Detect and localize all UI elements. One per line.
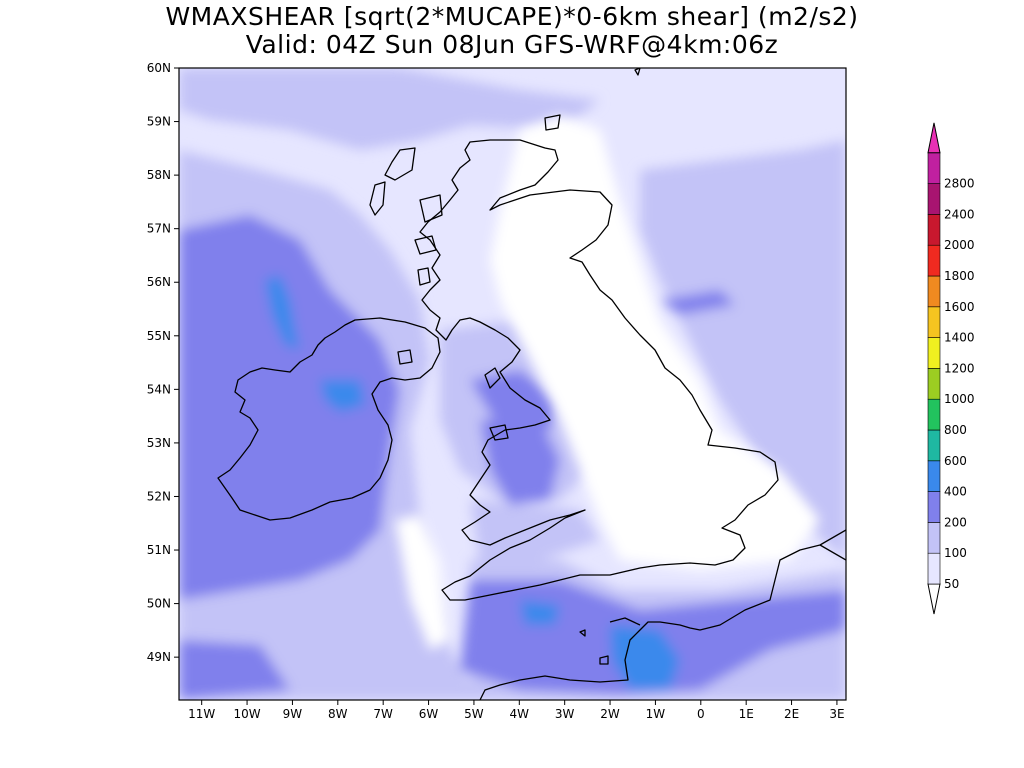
map-title: WMAXSHEAR [sqrt(2*MUCAPE)*0-6km shear] (… xyxy=(165,2,859,31)
coast-belgium xyxy=(819,544,846,561)
coast-mull xyxy=(414,235,437,255)
field-400-ireland-n xyxy=(265,275,300,350)
colorbar-label: 2400 xyxy=(944,207,975,221)
colorbar-label: 400 xyxy=(944,485,967,499)
colorbar-swatch xyxy=(927,337,941,369)
lat-tick-label: 55N xyxy=(147,329,171,343)
coast-cotentin xyxy=(609,617,641,626)
colorbar-swatch xyxy=(927,183,941,215)
colorbar-swatch xyxy=(927,152,941,184)
colorbar-label: 50 xyxy=(944,577,959,591)
coast-isle-of-man xyxy=(484,367,501,389)
field-below-50-sea xyxy=(395,515,450,650)
colorbar-label: 800 xyxy=(944,423,967,437)
colorbar-swatch xyxy=(927,398,941,431)
colorbar-label: 100 xyxy=(944,546,967,560)
lon-tick-label: 9W xyxy=(283,707,303,721)
field-200-sw xyxy=(179,640,290,700)
colorbar-above-triangle xyxy=(927,122,941,154)
colorbar-swatch xyxy=(927,429,941,462)
lat-tick-label: 53N xyxy=(147,436,171,450)
map-frame xyxy=(178,67,847,701)
coast-jersey xyxy=(599,655,609,665)
field-400-channel xyxy=(520,600,560,625)
coast-france xyxy=(479,529,846,700)
coast-orkney xyxy=(544,114,561,131)
field-200-east xyxy=(660,290,735,315)
lough-neagh xyxy=(397,349,413,365)
colorbar-swatch xyxy=(927,368,941,400)
colorbar-swatch xyxy=(927,306,941,338)
lat-tick-label: 52N xyxy=(147,489,171,503)
coast-uist xyxy=(369,181,386,216)
colorbar-label: 200 xyxy=(944,515,967,529)
lat-tick-label: 51N xyxy=(147,543,171,557)
lat-tick-label: 59N xyxy=(147,115,171,129)
colorbar: 50 100 200 400 600 800 1000 1200 1400 1600 1800 200… xyxy=(927,122,975,615)
lat-tick-label: 49N xyxy=(147,650,171,664)
field-100-east xyxy=(640,140,846,560)
colorbar-below-triangle xyxy=(927,583,941,615)
colorbar-label: 2000 xyxy=(944,238,975,252)
shear-field xyxy=(179,68,846,700)
lat-tick-label: 50N xyxy=(147,597,171,611)
field-200-wales xyxy=(480,420,560,505)
lon-tick-label: 2E xyxy=(784,707,799,721)
lon-tick-label: 5W xyxy=(464,707,484,721)
lon-tick-label: 4W xyxy=(510,707,530,721)
colorbar-label: 2800 xyxy=(944,177,975,191)
lat-tick-label: 56N xyxy=(147,275,171,289)
coast-great-britain xyxy=(419,139,779,601)
lat-tick-label: 60N xyxy=(147,61,171,75)
lon-tick-label: 3W xyxy=(555,707,575,721)
lon-tick-label: 10W xyxy=(233,707,260,721)
lat-tick-label: 57N xyxy=(147,222,171,236)
lon-tick-label: 8W xyxy=(328,707,348,721)
lon-tick-label: 1E xyxy=(739,707,754,721)
colorbar-swatch xyxy=(927,552,941,585)
coast-lewis xyxy=(384,147,416,181)
lat-tick-label: 54N xyxy=(147,382,171,396)
lon-tick-label: 0 xyxy=(697,707,705,721)
lon-tick-label: 2W xyxy=(600,707,620,721)
coast-shetland xyxy=(634,68,641,76)
coast-guernsey xyxy=(579,629,586,637)
lon-tick-label: 11W xyxy=(188,707,215,721)
field-200-west xyxy=(179,215,400,600)
colorbar-label: 1800 xyxy=(944,269,975,283)
colorbar-swatch xyxy=(927,460,941,492)
lon-tick-label: 1W xyxy=(646,707,666,721)
colorbar-swatch xyxy=(927,522,941,554)
coast-skye xyxy=(419,194,443,223)
colorbar-label: 1600 xyxy=(944,300,975,314)
colorbar-label: 1400 xyxy=(944,331,975,345)
lon-tick-label: 6W xyxy=(419,707,439,721)
colorbar-swatch xyxy=(927,275,941,308)
lat-tick-label: 58N xyxy=(147,168,171,182)
field-100-north xyxy=(179,68,600,150)
lon-tick-label: 3E xyxy=(829,707,844,721)
coast-anglesey xyxy=(489,424,509,441)
colorbar-swatch xyxy=(927,244,941,277)
coast-ireland xyxy=(217,317,441,521)
longitude-axis: 11W 10W 9W 8W 7W 6W 5W 4W 3W 2W 1W 0 1E 2E 3E xyxy=(188,700,845,721)
coast-islay xyxy=(417,267,431,286)
map-subtitle: Valid: 04Z Sun 08Jun GFS-WRF@4km:06z xyxy=(245,30,779,59)
colorbar-swatch xyxy=(927,214,941,246)
lon-tick-label: 7W xyxy=(373,707,393,721)
latitude-axis: 60N 59N 58N 57N 56N 55N 54N 53N 52N 51N 50N 49N xyxy=(147,61,179,664)
colorbar-label: 1000 xyxy=(944,392,975,406)
field-400-ireland-c xyxy=(320,380,365,412)
colorbar-label: 600 xyxy=(944,454,967,468)
colorbar-label: 1200 xyxy=(944,361,975,375)
colorbar-swatch xyxy=(927,491,941,523)
coastlines xyxy=(217,68,846,700)
field-below-50 xyxy=(490,115,820,570)
